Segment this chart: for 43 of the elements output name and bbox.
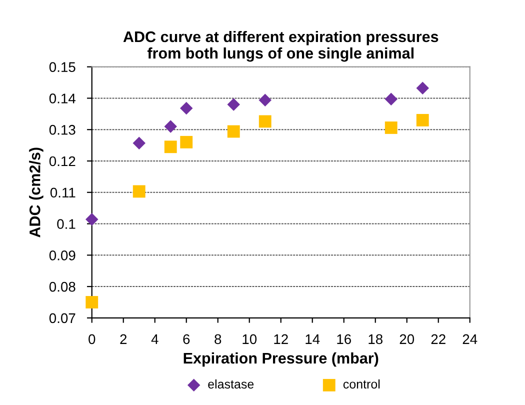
x-tick-label: 6 xyxy=(183,334,190,344)
y-tick-label: 0.1 xyxy=(57,219,76,229)
point xyxy=(384,92,398,106)
point xyxy=(258,115,272,128)
y-tick-label: 0.11 xyxy=(50,188,76,198)
x-tick-label: 14 xyxy=(306,334,320,344)
point xyxy=(132,136,146,150)
point xyxy=(86,296,98,308)
x-tick-label: 10 xyxy=(242,334,257,344)
y-tick-label: 0.08 xyxy=(49,282,76,292)
x-tick-label: 4 xyxy=(151,334,158,344)
point xyxy=(180,136,193,148)
point xyxy=(258,94,272,106)
point xyxy=(416,82,429,95)
point xyxy=(132,185,146,198)
point xyxy=(164,140,177,154)
y-tick-label: 0.09 xyxy=(49,250,76,260)
chart-title: ADC curve at different expiration pressures from both lungs of one single animal xyxy=(123,30,438,62)
y-tick-label: 0.13 xyxy=(49,124,76,135)
point xyxy=(416,114,429,126)
y-tick-label: 0.14 xyxy=(49,94,76,104)
x-axis-title: Expiration Pressure (mbar) xyxy=(184,352,378,367)
y-axis-title: ADC (cm2/s) xyxy=(29,148,44,238)
x-tick-label: 18 xyxy=(368,334,382,344)
x-tick-label: 12 xyxy=(274,334,288,344)
x-tick-label: 24 xyxy=(462,334,478,344)
x-tick-label: 20 xyxy=(400,334,414,344)
legend-label: control xyxy=(343,379,380,389)
point xyxy=(384,122,398,134)
x-tick-label: 2 xyxy=(120,334,127,344)
y-tick-label: 0.07 xyxy=(49,313,76,324)
point xyxy=(227,98,240,111)
point xyxy=(180,102,193,115)
y-tick-label: 0.15 xyxy=(49,62,76,72)
x-tick-label: 8 xyxy=(214,334,222,344)
point xyxy=(86,213,98,226)
y-tick-label: 0.12 xyxy=(49,156,76,166)
x-tick-label: 16 xyxy=(337,334,351,344)
x-tick-label: 22 xyxy=(431,334,446,344)
point xyxy=(164,120,177,133)
x-tick-label: 0 xyxy=(88,334,96,344)
point xyxy=(227,125,240,138)
legend-label: elastase xyxy=(208,379,254,389)
